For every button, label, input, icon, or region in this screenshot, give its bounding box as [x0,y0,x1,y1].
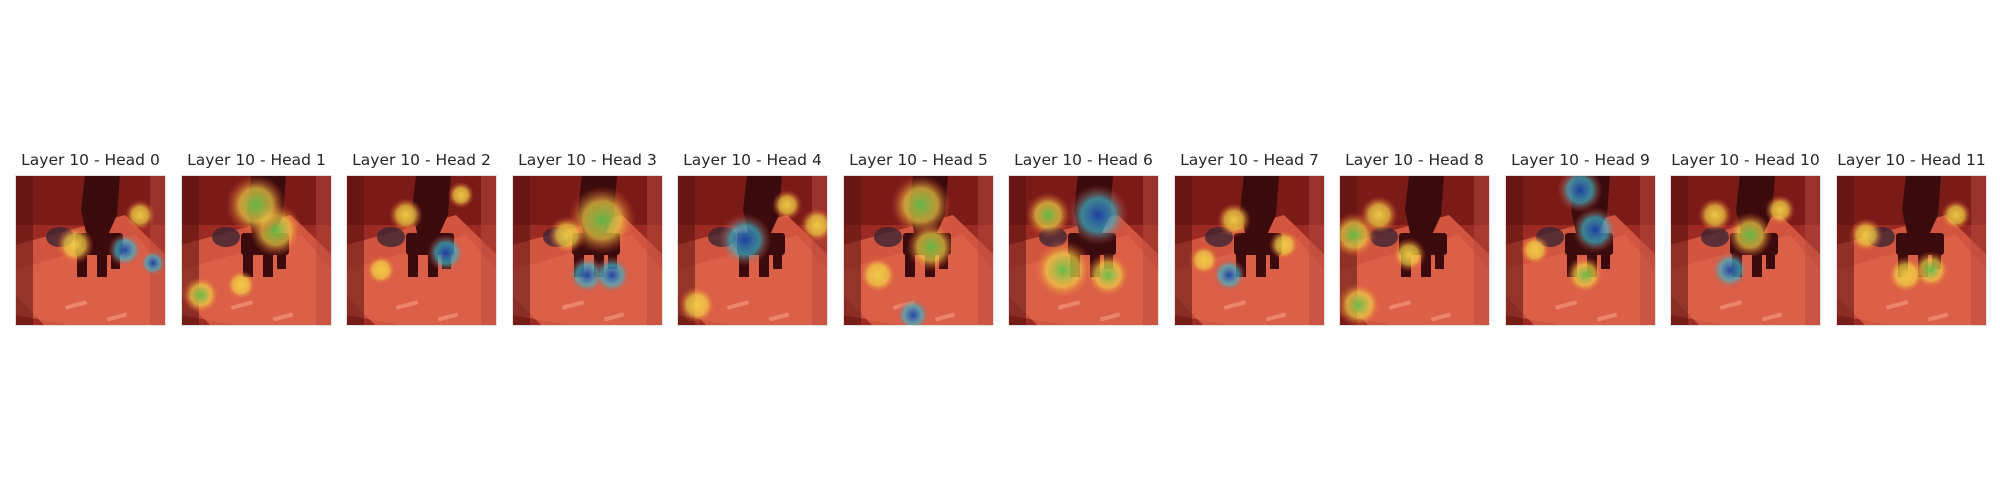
panel-head-4: Layer 10 - Head 4 [677,150,828,326]
attention-heatmap [677,175,828,326]
panel-title: Layer 10 - Head 3 [518,151,657,169]
attention-heatmap [512,175,663,326]
attention-heatmap [346,175,497,326]
attention-heatmap [1174,175,1325,326]
panel-head-11: Layer 10 - Head 11 [1836,150,1987,326]
attention-heatmap [1836,175,1987,326]
panel-head-1: Layer 10 - Head 1 [181,150,332,326]
panel-head-10: Layer 10 - Head 10 [1670,150,1821,326]
panel-head-3: Layer 10 - Head 3 [512,150,663,326]
panel-title: Layer 10 - Head 6 [1014,151,1153,169]
panel-title: Layer 10 - Head 8 [1345,151,1484,169]
panel-head-8: Layer 10 - Head 8 [1339,150,1490,326]
attention-heatmap [181,175,332,326]
attention-heatmap [1505,175,1656,326]
panel-title: Layer 10 - Head 9 [1511,151,1650,169]
panel-head-0: Layer 10 - Head 0 [15,150,166,326]
attention-heatmap [1339,175,1490,326]
panel-title: Layer 10 - Head 4 [683,151,822,169]
panel-head-9: Layer 10 - Head 9 [1505,150,1656,326]
panel-title: Layer 10 - Head 5 [849,151,988,169]
panel-title: Layer 10 - Head 7 [1180,151,1319,169]
attention-heatmap [15,175,166,326]
panel-title: Layer 10 - Head 11 [1837,151,1986,169]
panel-title: Layer 10 - Head 1 [187,151,326,169]
attention-heatmap [1008,175,1159,326]
panel-head-2: Layer 10 - Head 2 [346,150,497,326]
panel-title: Layer 10 - Head 2 [352,151,491,169]
panel-title: Layer 10 - Head 10 [1671,151,1820,169]
panel-head-5: Layer 10 - Head 5 [843,150,994,326]
attention-heatmap [843,175,994,326]
panel-title: Layer 10 - Head 0 [21,151,160,169]
attention-heatmap [1670,175,1821,326]
panel-head-7: Layer 10 - Head 7 [1174,150,1325,326]
panel-head-6: Layer 10 - Head 6 [1008,150,1159,326]
